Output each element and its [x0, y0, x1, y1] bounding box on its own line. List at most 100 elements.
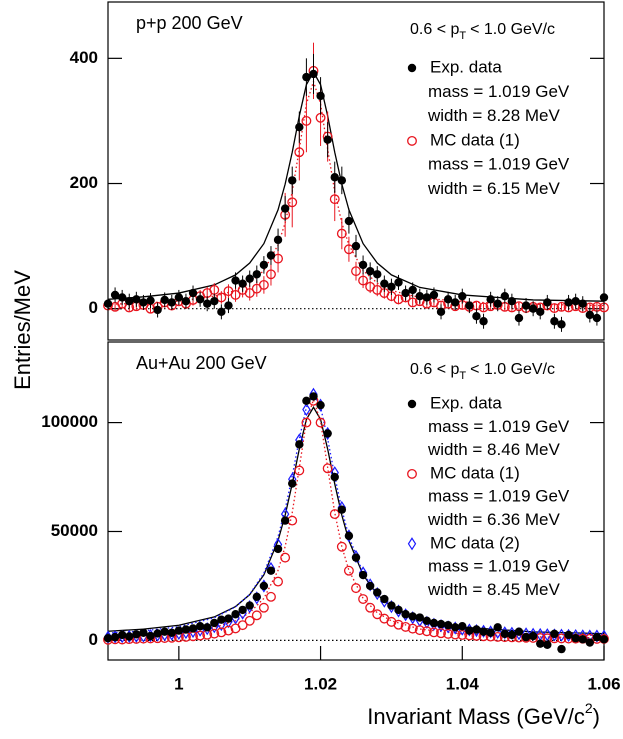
data-point — [493, 299, 502, 308]
legend-label: Exp. data — [430, 393, 502, 412]
y-axis-label: Entries/MeV — [10, 270, 35, 390]
data-point — [125, 632, 134, 641]
data-point — [422, 293, 432, 302]
data-point — [457, 630, 468, 640]
data-point — [301, 115, 312, 126]
data-point — [493, 623, 502, 632]
data-point — [244, 615, 255, 626]
data-point — [465, 626, 474, 635]
data-point — [521, 301, 531, 310]
data-point — [245, 274, 254, 283]
data-point — [266, 251, 276, 260]
legend-marker — [407, 399, 417, 409]
legend-detail: width = 8.46 MeV — [427, 440, 560, 459]
data-point — [358, 594, 369, 604]
data-point — [344, 531, 354, 541]
data-point — [288, 176, 297, 185]
data-point — [302, 72, 311, 82]
data-point — [110, 632, 120, 642]
data-point — [287, 197, 298, 208]
data-point — [224, 614, 233, 623]
data-point — [585, 638, 595, 647]
data-point — [365, 602, 376, 613]
data-point — [578, 635, 587, 644]
data-point — [365, 266, 375, 276]
legend-marker — [407, 135, 417, 146]
y-tick-label: 50000 — [51, 521, 98, 540]
data-point — [599, 293, 609, 302]
data-point — [401, 610, 410, 619]
data-point — [443, 295, 453, 304]
x-axis-label: Invariant Mass (GeV/c2) — [367, 700, 600, 729]
data-point — [174, 293, 184, 302]
data-point — [174, 626, 184, 635]
pt-range-label: 0.6 < pT < 1.0 GeV/c — [410, 21, 555, 42]
data-point — [337, 505, 347, 514]
data-point — [394, 605, 403, 615]
data-point — [571, 634, 580, 643]
data-point — [167, 628, 176, 637]
data-point — [556, 633, 567, 644]
data-point — [103, 299, 113, 308]
data-point — [125, 296, 134, 306]
legend-detail: width = 6.36 MeV — [427, 510, 560, 529]
data-point — [238, 605, 247, 615]
data-point — [372, 609, 383, 620]
data-point — [203, 299, 212, 308]
data-point — [315, 417, 326, 428]
data-point — [407, 297, 418, 308]
data-point — [514, 313, 524, 323]
data-point — [436, 628, 446, 639]
data-point — [429, 290, 439, 300]
data-point — [394, 278, 403, 287]
plot-frame — [107, 341, 605, 661]
data-point — [564, 298, 573, 307]
data-point — [316, 91, 325, 101]
y-tick-label: 0 — [89, 630, 98, 649]
data-point — [273, 576, 284, 587]
data-point — [351, 266, 361, 277]
data-point — [245, 601, 254, 610]
data-point — [422, 616, 432, 625]
data-point — [301, 417, 312, 428]
data-point — [536, 639, 545, 648]
data-point — [336, 541, 347, 552]
data-point — [451, 623, 460, 632]
data-point — [258, 279, 269, 290]
data-point — [458, 291, 467, 301]
data-point — [224, 301, 233, 310]
data-point — [358, 260, 368, 270]
data-point — [209, 628, 220, 639]
data-point — [507, 630, 517, 640]
data-point — [479, 627, 488, 636]
data-point — [479, 317, 488, 326]
x-tick-label: 1.04 — [446, 674, 480, 693]
data-point — [210, 618, 219, 628]
data-point — [373, 270, 382, 279]
data-point — [181, 296, 191, 306]
data-point — [288, 479, 297, 488]
pt-label-sub: T — [459, 370, 466, 382]
legend-marker — [407, 537, 417, 551]
data-point — [351, 583, 361, 594]
data-point — [132, 630, 141, 639]
data-point — [316, 400, 325, 410]
legend-detail: width = 8.28 MeV — [427, 106, 560, 125]
data-point — [329, 194, 340, 205]
y-tick-label: 200 — [70, 173, 98, 192]
data-point — [478, 302, 489, 313]
data-point — [500, 291, 509, 301]
data-point — [280, 204, 290, 213]
data-point — [358, 275, 369, 286]
data-point — [139, 628, 148, 637]
data-point — [549, 303, 560, 314]
data-point — [528, 304, 538, 313]
data-point — [351, 241, 361, 251]
data-point — [556, 301, 567, 312]
data-point — [472, 625, 481, 634]
data-point — [188, 624, 198, 633]
data-point — [414, 625, 425, 636]
data-point — [557, 644, 566, 654]
data-point — [351, 553, 361, 562]
data-point — [393, 619, 404, 630]
